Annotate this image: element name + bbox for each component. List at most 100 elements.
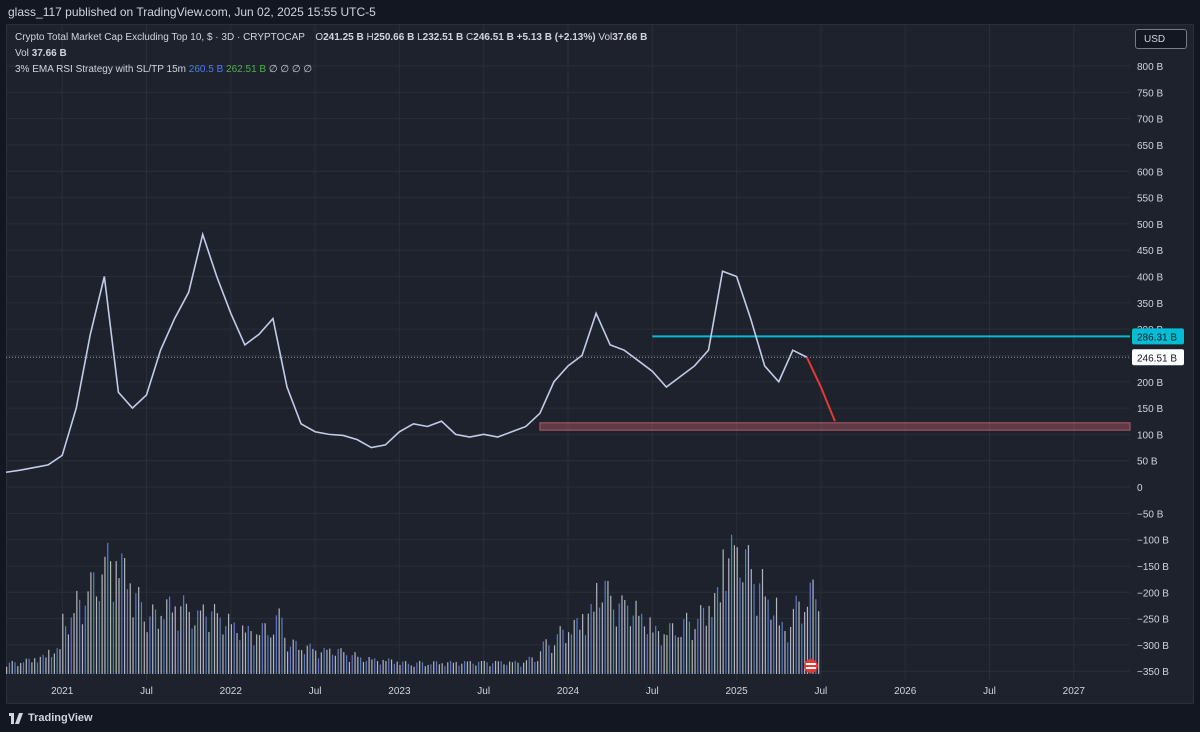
volume-bar <box>385 661 387 674</box>
volume-bar <box>405 661 407 674</box>
volume-bar <box>76 590 78 674</box>
volume-bar <box>700 605 702 674</box>
volume-bar <box>815 599 817 674</box>
volume-bar <box>253 645 255 674</box>
volume-bar <box>17 666 19 674</box>
volume-bar <box>483 660 485 674</box>
price-chart[interactable]: 800 B 750 B 700 B 650 B 600 B 550 B 500 B 450 B… <box>6 24 1194 704</box>
volume-bar <box>292 639 294 674</box>
volume-bar <box>539 651 542 674</box>
legend-vol-inline-label: Vol <box>598 32 613 43</box>
volume-bar <box>160 615 162 674</box>
projection-line[interactable] <box>805 356 836 422</box>
volume-bar <box>441 663 443 674</box>
y-tick-label: 750 B <box>1137 88 1163 99</box>
volume-bar <box>138 587 140 674</box>
volume-bar <box>584 635 587 674</box>
volume-bar <box>326 649 328 674</box>
volume-bar <box>31 662 33 674</box>
volume-bar <box>792 608 794 674</box>
flag-stripe <box>805 667 816 669</box>
volume-bar <box>795 595 797 674</box>
volume-bar <box>295 640 297 674</box>
volume-bar <box>315 650 317 674</box>
volume-bar <box>798 601 800 674</box>
volume-bar <box>449 660 452 674</box>
currency-button[interactable]: USD <box>1135 29 1187 49</box>
chart-panel[interactable] <box>6 24 1194 704</box>
volume-bar <box>146 632 148 674</box>
volume-bar <box>680 637 682 674</box>
volume-bar <box>112 601 114 674</box>
volume-bar <box>753 584 755 674</box>
support-zone[interactable] <box>539 422 1131 431</box>
volume-bar <box>489 666 491 674</box>
y-tick-label: 150 B <box>1137 404 1163 415</box>
volume-bar <box>778 625 780 674</box>
volume-bar <box>48 649 50 674</box>
volume-bar <box>390 659 393 674</box>
volume-bar <box>691 640 693 674</box>
volume-bar <box>590 604 592 674</box>
strategy-placeholders: ∅ ∅ ∅ ∅ <box>268 64 313 75</box>
volume-bar <box>227 613 230 674</box>
volume-bar <box>129 583 131 674</box>
volume-bar <box>81 624 84 674</box>
volume-bar <box>528 656 530 674</box>
volume-bar <box>109 561 112 674</box>
volume-bar <box>767 599 769 674</box>
volume-bar <box>818 611 820 674</box>
volume-bar <box>582 614 584 674</box>
volume-bar <box>576 618 578 674</box>
legend-open-value: 241.25 B <box>323 32 364 43</box>
volume-bar <box>570 634 573 674</box>
volume-bar <box>716 587 719 674</box>
y-tick-label: −200 B <box>1137 588 1169 599</box>
volume-bar <box>374 658 376 674</box>
legend-close-label: C <box>466 32 474 43</box>
volume-bar <box>562 629 564 674</box>
volume-bar <box>222 634 224 674</box>
volume-bar <box>239 639 241 674</box>
volume-bar <box>674 635 676 674</box>
volume-bar <box>472 663 474 674</box>
x-tick-label: Jul <box>140 686 153 697</box>
volume-bar <box>610 595 612 674</box>
strategy-value-1: 260.5 B <box>188 64 224 75</box>
volume-bar <box>101 574 103 674</box>
volume-bar <box>98 601 100 674</box>
volume-bar <box>177 630 179 674</box>
strategy-value-2: 262.51 B <box>226 64 267 75</box>
volume-bar <box>486 662 488 674</box>
volume-bar <box>197 610 199 674</box>
y-tick-label: 700 B <box>1137 115 1163 126</box>
volume-bar <box>466 661 469 674</box>
volume-bar <box>247 625 249 674</box>
volume-bar <box>208 631 210 674</box>
tradingview-logo-icon <box>9 713 23 724</box>
volume-bar <box>278 608 280 674</box>
y-tick-label: 800 B <box>1137 62 1163 73</box>
x-tick-label: Jul <box>646 686 659 697</box>
volume-bar <box>801 623 803 674</box>
volume-bar <box>348 661 351 674</box>
flag-circle <box>803 659 818 673</box>
volume-bar <box>671 623 674 674</box>
volume-bar <box>413 666 415 674</box>
volume-bar <box>199 610 202 674</box>
volume-bar <box>677 637 679 674</box>
volume-bar <box>402 661 404 674</box>
volume-bar <box>733 545 735 674</box>
volume-bar <box>708 605 710 674</box>
volume-bar <box>298 649 300 674</box>
volume-bar <box>809 582 811 674</box>
legend-ohlc-row: Crypto Total Market Cap Excluding Top 10… <box>15 30 647 46</box>
x-tick-label: 2025 <box>725 686 748 697</box>
volume-bar <box>638 615 640 674</box>
volume-bar <box>655 625 657 674</box>
volume-bar <box>53 653 55 674</box>
volume-bar <box>461 663 463 674</box>
us-flag-icon <box>803 659 818 673</box>
volume-bar <box>70 617 72 674</box>
volume-bar <box>455 661 457 674</box>
